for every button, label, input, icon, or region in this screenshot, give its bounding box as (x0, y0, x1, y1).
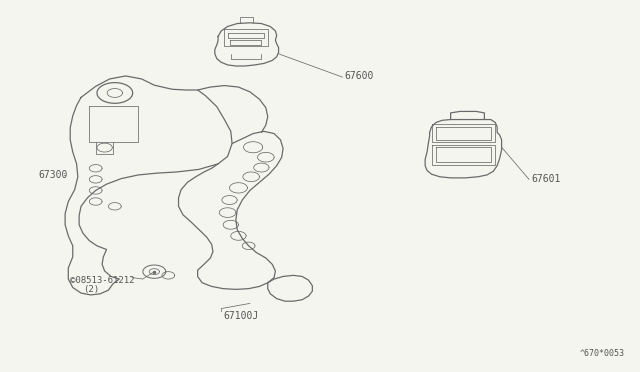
Text: 67600: 67600 (344, 71, 374, 81)
Text: (2): (2) (83, 285, 99, 294)
Text: 67100J: 67100J (223, 311, 259, 321)
Text: ©08513-61212: ©08513-61212 (70, 276, 134, 285)
Text: 67300: 67300 (38, 170, 68, 180)
Text: ^670*0053: ^670*0053 (580, 349, 625, 358)
Text: 67601: 67601 (532, 174, 561, 185)
